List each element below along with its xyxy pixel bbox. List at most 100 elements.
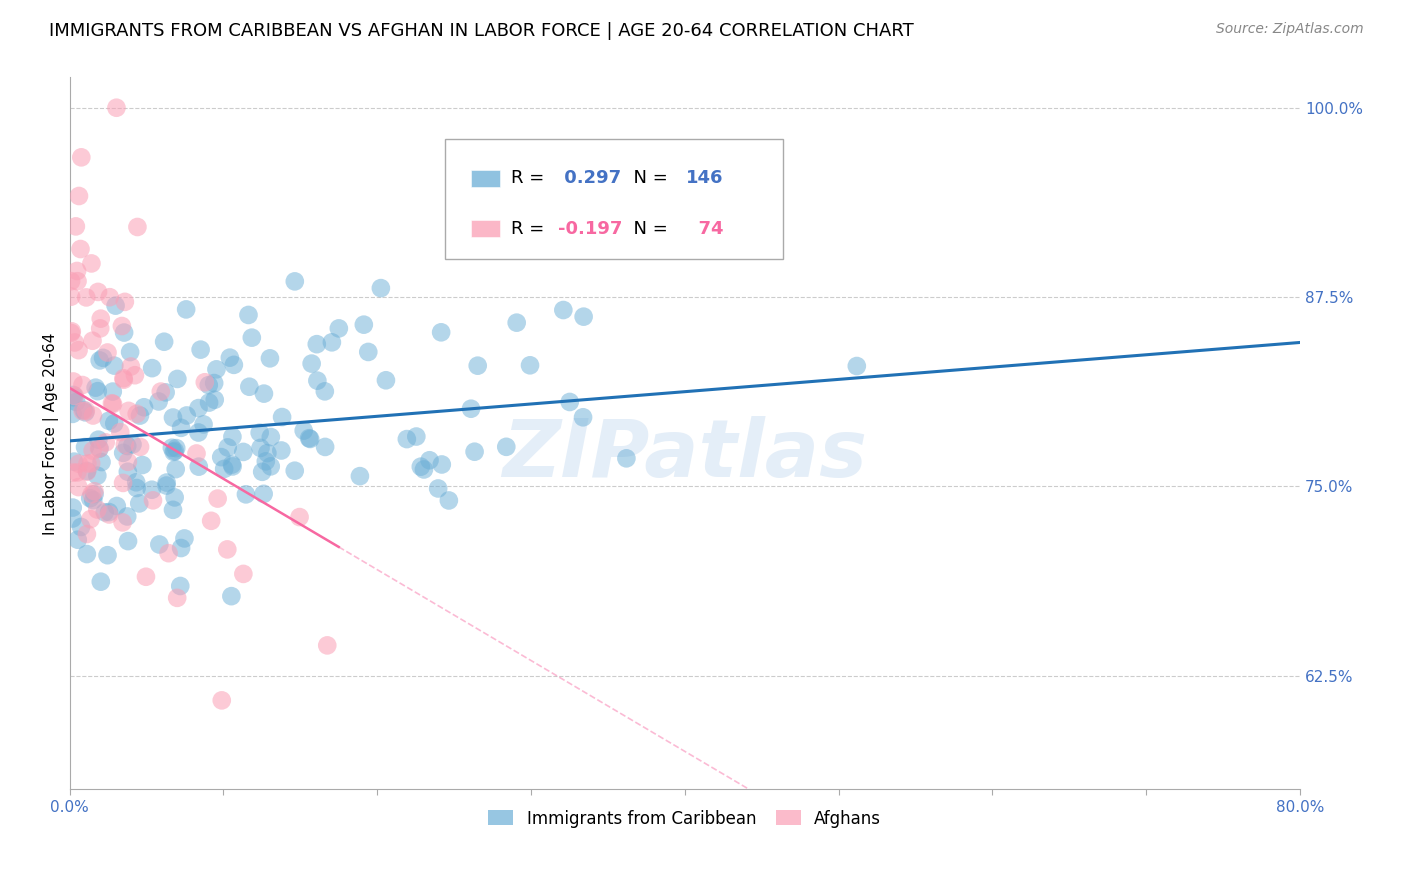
Immigrants from Caribbean bbox=[212, 462, 235, 476]
Immigrants from Caribbean bbox=[357, 345, 380, 359]
Immigrants from Caribbean bbox=[553, 303, 575, 318]
Afghans bbox=[112, 475, 135, 490]
Immigrants from Caribbean bbox=[259, 351, 281, 366]
Immigrants from Caribbean bbox=[221, 430, 243, 444]
Immigrants from Caribbean bbox=[232, 445, 254, 459]
Immigrants from Caribbean bbox=[117, 439, 139, 453]
Immigrants from Caribbean bbox=[202, 376, 225, 390]
Immigrants from Caribbean bbox=[62, 390, 84, 404]
Immigrants from Caribbean bbox=[328, 321, 350, 335]
Immigrants from Caribbean bbox=[238, 380, 260, 394]
Afghans bbox=[217, 542, 239, 557]
Immigrants from Caribbean bbox=[112, 326, 135, 340]
Afghans bbox=[166, 591, 188, 605]
Afghans bbox=[157, 546, 180, 560]
Immigrants from Caribbean bbox=[198, 395, 221, 409]
Text: R =: R = bbox=[512, 219, 550, 237]
Afghans bbox=[142, 493, 165, 508]
Immigrants from Caribbean bbox=[353, 318, 375, 332]
Afghans bbox=[82, 409, 104, 423]
Afghans bbox=[120, 359, 142, 374]
Afghans bbox=[62, 466, 84, 480]
Afghans bbox=[98, 508, 121, 522]
Immigrants from Caribbean bbox=[129, 409, 152, 423]
Afghans bbox=[66, 274, 89, 288]
Immigrants from Caribbean bbox=[250, 465, 273, 479]
Immigrants from Caribbean bbox=[117, 534, 139, 549]
Immigrants from Caribbean bbox=[418, 453, 440, 467]
Text: N =: N = bbox=[621, 169, 673, 187]
Immigrants from Caribbean bbox=[66, 533, 89, 547]
Afghans bbox=[63, 389, 86, 403]
Afghans bbox=[211, 693, 233, 707]
Afghans bbox=[207, 491, 229, 506]
Afghans bbox=[200, 514, 222, 528]
Afghans bbox=[101, 397, 124, 411]
Immigrants from Caribbean bbox=[156, 475, 179, 490]
Afghans bbox=[101, 396, 124, 410]
Text: -0.197: -0.197 bbox=[558, 219, 623, 237]
FancyBboxPatch shape bbox=[444, 139, 783, 259]
Immigrants from Caribbean bbox=[83, 487, 105, 501]
Afghans bbox=[288, 510, 311, 524]
Afghans bbox=[76, 457, 98, 471]
Afghans bbox=[62, 375, 84, 389]
Immigrants from Caribbean bbox=[141, 361, 163, 376]
Immigrants from Caribbean bbox=[427, 482, 450, 496]
Afghans bbox=[87, 442, 110, 456]
Immigrants from Caribbean bbox=[155, 478, 177, 492]
Afghans bbox=[60, 324, 83, 338]
Immigrants from Caribbean bbox=[187, 401, 209, 416]
Immigrants from Caribbean bbox=[460, 401, 482, 416]
Text: Source: ZipAtlas.com: Source: ZipAtlas.com bbox=[1216, 22, 1364, 37]
Afghans bbox=[114, 437, 136, 451]
Immigrants from Caribbean bbox=[72, 403, 94, 417]
Immigrants from Caribbean bbox=[307, 374, 329, 388]
Immigrants from Caribbean bbox=[128, 496, 150, 510]
Immigrants from Caribbean bbox=[270, 443, 292, 458]
Immigrants from Caribbean bbox=[174, 302, 197, 317]
Afghans bbox=[69, 242, 91, 256]
Immigrants from Caribbean bbox=[305, 337, 328, 351]
Immigrants from Caribbean bbox=[409, 459, 432, 474]
Immigrants from Caribbean bbox=[430, 326, 453, 340]
Afghans bbox=[75, 403, 97, 417]
Afghans bbox=[65, 219, 87, 234]
Afghans bbox=[63, 335, 86, 350]
Immigrants from Caribbean bbox=[73, 440, 96, 454]
Afghans bbox=[316, 639, 339, 653]
Immigrants from Caribbean bbox=[162, 503, 184, 517]
Afghans bbox=[105, 101, 128, 115]
Immigrants from Caribbean bbox=[314, 384, 336, 399]
Immigrants from Caribbean bbox=[79, 491, 101, 505]
Immigrants from Caribbean bbox=[254, 454, 277, 468]
Immigrants from Caribbean bbox=[162, 410, 184, 425]
Afghans bbox=[111, 516, 134, 530]
Immigrants from Caribbean bbox=[112, 446, 135, 460]
Immigrants from Caribbean bbox=[70, 520, 93, 534]
Immigrants from Caribbean bbox=[197, 378, 219, 392]
Immigrants from Caribbean bbox=[187, 459, 209, 474]
Immigrants from Caribbean bbox=[253, 487, 276, 501]
Afghans bbox=[86, 502, 108, 516]
Immigrants from Caribbean bbox=[204, 392, 226, 407]
Immigrants from Caribbean bbox=[221, 458, 243, 472]
Immigrants from Caribbean bbox=[76, 547, 98, 561]
Text: IMMIGRANTS FROM CARIBBEAN VS AFGHAN IN LABOR FORCE | AGE 20-64 CORRELATION CHART: IMMIGRANTS FROM CARIBBEAN VS AFGHAN IN L… bbox=[49, 22, 914, 40]
Immigrants from Caribbean bbox=[218, 351, 240, 365]
Afghans bbox=[125, 407, 148, 421]
Afghans bbox=[76, 465, 98, 479]
Immigrants from Caribbean bbox=[193, 417, 215, 432]
Immigrants from Caribbean bbox=[105, 499, 128, 513]
Afghans bbox=[75, 290, 97, 304]
Immigrants from Caribbean bbox=[845, 359, 868, 373]
Immigrants from Caribbean bbox=[299, 432, 322, 446]
Afghans bbox=[135, 570, 157, 584]
Afghans bbox=[82, 334, 104, 348]
Immigrants from Caribbean bbox=[253, 386, 276, 401]
Immigrants from Caribbean bbox=[103, 417, 125, 431]
Afghans bbox=[96, 345, 118, 359]
Afghans bbox=[80, 456, 103, 470]
Afghans bbox=[67, 343, 90, 358]
Immigrants from Caribbean bbox=[62, 511, 84, 525]
